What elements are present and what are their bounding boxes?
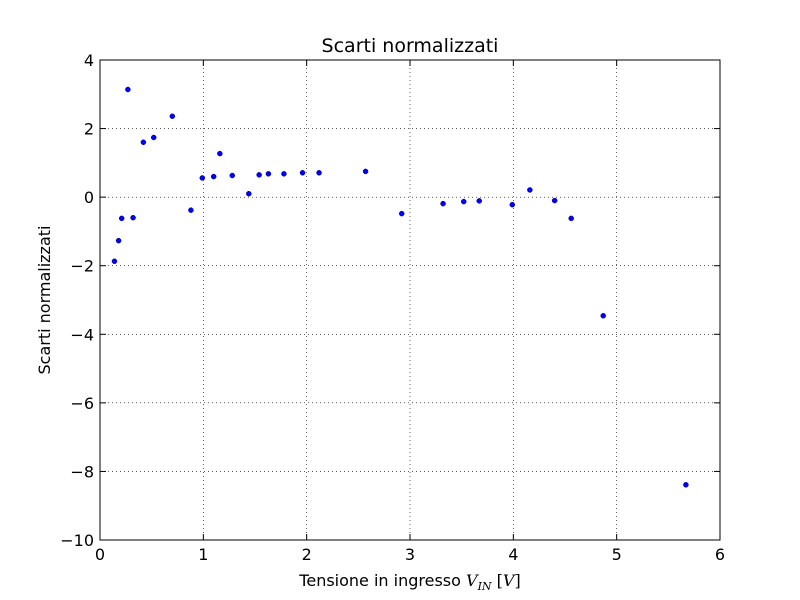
x-tick-label: 2: [302, 545, 312, 564]
data-point: [256, 172, 262, 178]
y-tick-label: −8: [70, 462, 94, 481]
y-tick-label: 2: [84, 120, 94, 139]
data-point: [281, 171, 287, 177]
data-point: [509, 201, 516, 208]
data-point: [169, 113, 176, 119]
x-tick-label: 4: [508, 545, 518, 564]
y-tick-label: −4: [70, 325, 94, 344]
data-point: [199, 175, 206, 181]
data-point: [111, 258, 118, 265]
data-point: [316, 170, 322, 176]
data-point: [217, 150, 223, 157]
data-point: [265, 171, 272, 177]
x-tick-label: 0: [95, 545, 105, 564]
data-point: [299, 170, 306, 176]
x-tick-label: 1: [198, 545, 208, 564]
x-tick-label: 5: [612, 545, 622, 564]
data-point: [476, 198, 482, 204]
x-axis-label-sub: IN: [477, 580, 492, 593]
x-axis-label-close-bracket: ]: [514, 571, 520, 590]
data-point: [130, 214, 136, 221]
chart-title: Scarti normalizzati: [322, 35, 499, 57]
y-tick-label: 0: [84, 188, 94, 207]
data-point: [398, 210, 405, 217]
y-tick-label: 4: [84, 51, 94, 70]
data-point: [150, 134, 157, 141]
data-point: [527, 187, 533, 193]
data-point: [118, 215, 125, 222]
x-tick-label: 3: [405, 545, 415, 564]
y-tick-label: −6: [70, 394, 94, 413]
data-point: [125, 86, 131, 93]
data-point: [188, 207, 194, 213]
data-point: [229, 172, 236, 179]
x-tick-label: 6: [715, 545, 725, 564]
data-point: [115, 237, 122, 244]
data-point: [460, 198, 467, 205]
data-point: [600, 313, 606, 319]
y-tick-label: −10: [60, 531, 94, 550]
x-axis-label-open-bracket: [: [492, 571, 503, 590]
data-point: [246, 190, 252, 197]
x-axis-label-main: Tensione in ingresso: [298, 571, 466, 590]
data-point: [362, 168, 369, 175]
x-axis-label: Tensione in ingresso VIN [V]: [298, 571, 520, 593]
x-axis-label-var: V: [466, 571, 479, 590]
data-point: [551, 197, 558, 204]
data-point: [210, 173, 217, 180]
data-point: [683, 482, 689, 488]
y-tick-label: −2: [70, 257, 94, 276]
data-point: [568, 215, 574, 222]
data-point: [440, 200, 446, 207]
x-axis-label-unit: V: [503, 571, 516, 590]
y-axis-label: Scarti normalizzati: [35, 226, 54, 375]
data-point: [140, 139, 147, 146]
